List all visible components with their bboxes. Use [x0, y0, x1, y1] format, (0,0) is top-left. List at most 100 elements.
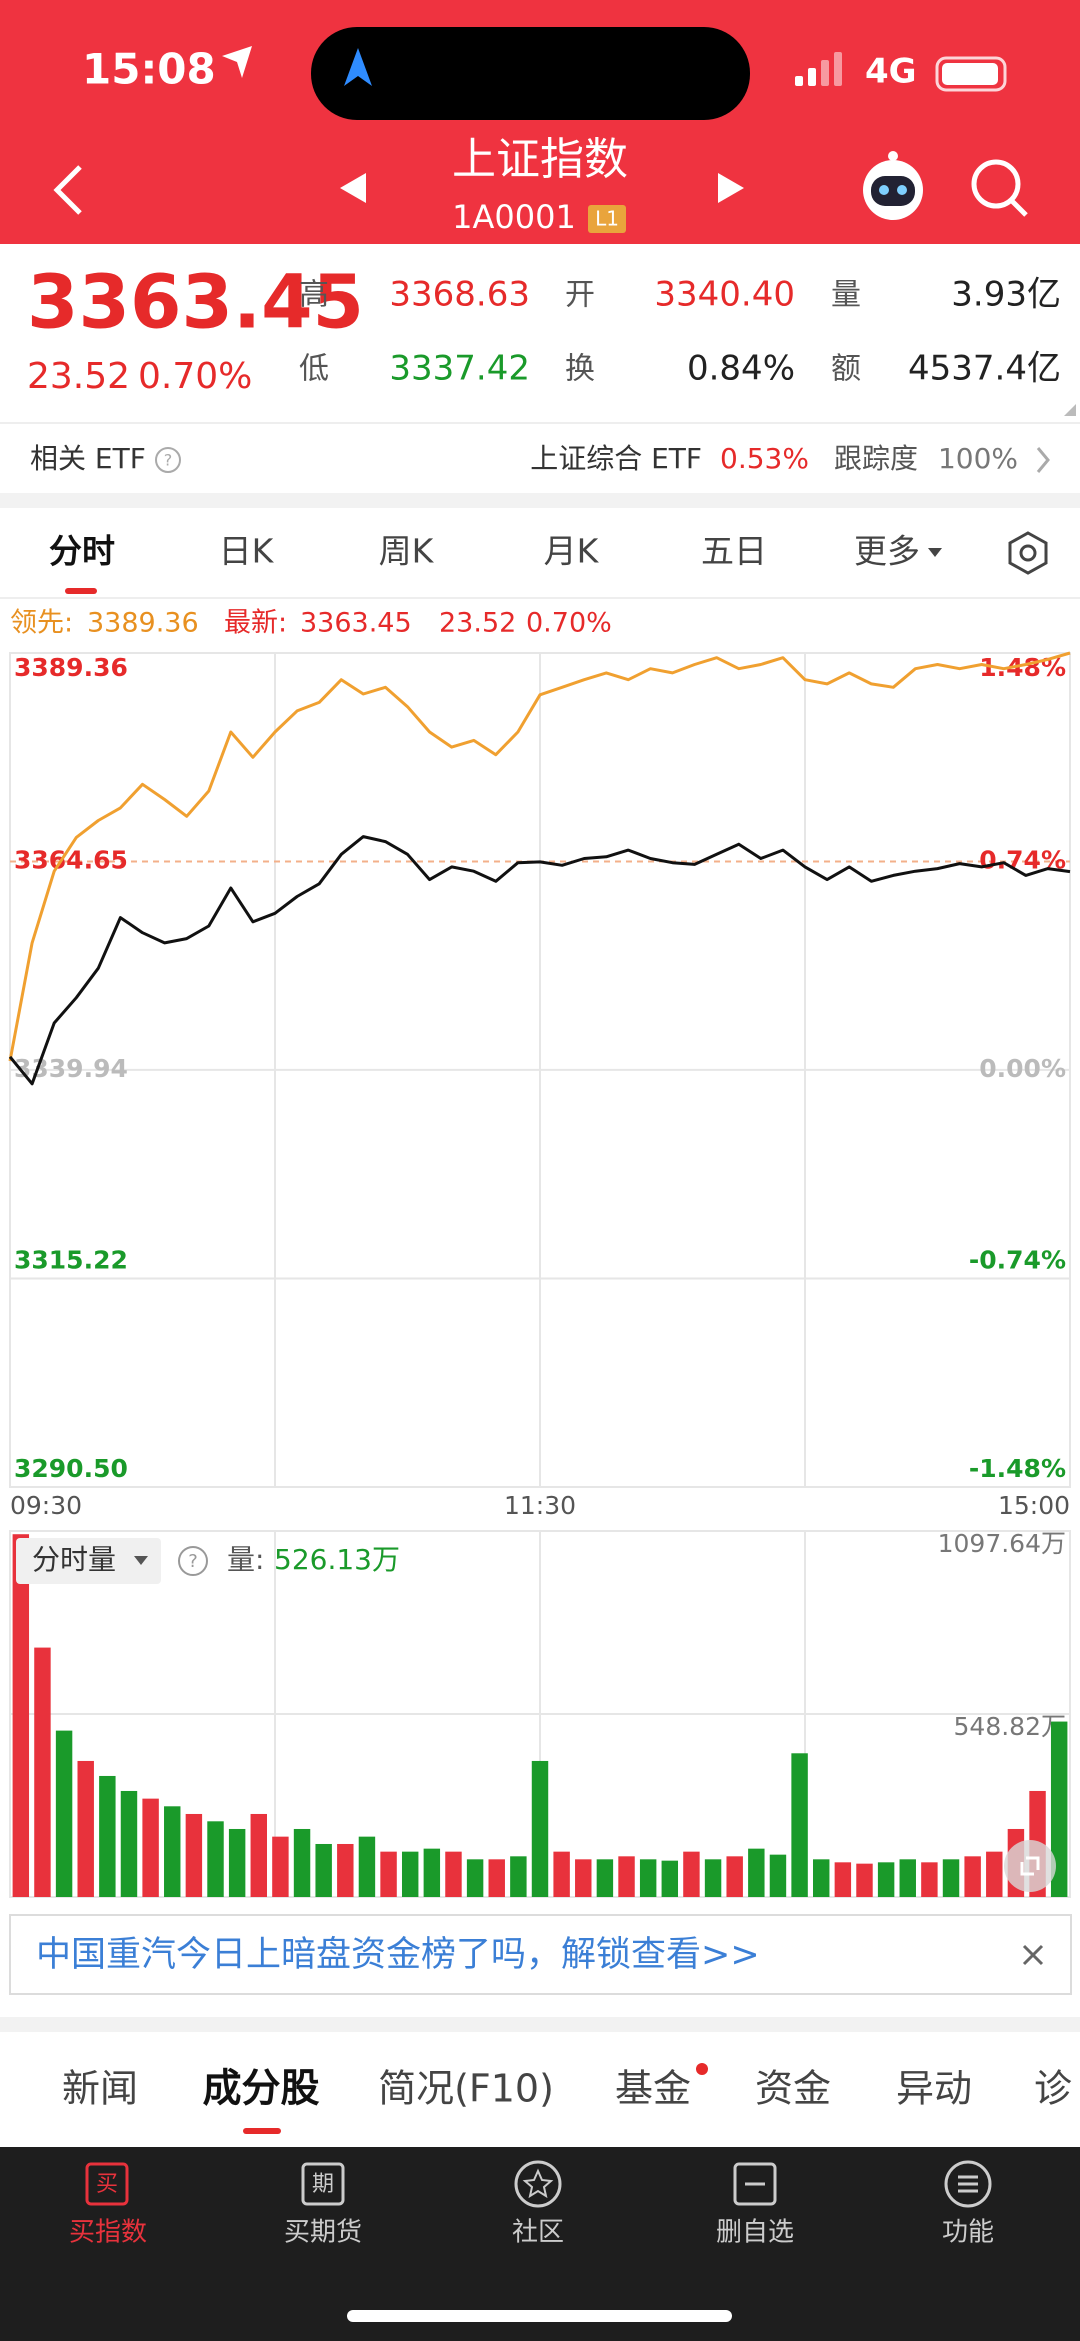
volume-bar	[142, 1798, 159, 1897]
battery	[935, 56, 1007, 92]
battery-level	[942, 63, 998, 85]
section-tab[interactable]: 简况(F10)	[378, 2067, 554, 2111]
y-tick-label: 3389.36	[14, 653, 128, 682]
volume-bar	[423, 1848, 441, 1897]
volume-bar	[380, 1851, 397, 1897]
x-tick-label: 09:30	[10, 1491, 82, 1520]
stat-value: 3.93亿	[951, 275, 1061, 315]
search-button[interactable]	[971, 159, 1028, 217]
zoom-button[interactable]	[1004, 1840, 1056, 1892]
price-change: 23.52	[27, 356, 130, 397]
volume-bar	[358, 1836, 376, 1897]
nav-label: 买指数	[69, 2218, 147, 2248]
volume-value: 526.13万	[274, 1543, 400, 1576]
etf-name[interactable]: 上证综合 ETF	[530, 442, 702, 475]
chart-tab[interactable]: 分时	[49, 532, 115, 571]
prev-index-button[interactable]	[340, 173, 366, 203]
latest-value: 3363.45	[300, 608, 412, 639]
dynamic-island	[311, 27, 750, 120]
etf-label: 相关 ETF	[30, 442, 146, 475]
volume-bar	[55, 1730, 73, 1897]
volume-bar	[401, 1851, 419, 1897]
volume-selector[interactable]	[16, 1538, 161, 1584]
stat-value: 0.84%	[687, 349, 795, 389]
volume-label: 量:	[227, 1543, 264, 1576]
promo-text: 中国重汽今日上暗盘资金榜了吗，解锁查看>>	[36, 1935, 760, 1975]
section-tab-indicator	[243, 2128, 281, 2134]
section-tab[interactable]: 新闻	[62, 2067, 138, 2111]
back-button[interactable]	[53, 165, 82, 215]
latest-label: 最新:	[224, 608, 287, 639]
volume-bar	[921, 1862, 938, 1897]
nav-item[interactable]: 期 买期货	[284, 2162, 362, 2248]
section-tab[interactable]: 异动	[896, 2067, 972, 2111]
volume-bar	[661, 1860, 679, 1897]
level-badge	[588, 205, 626, 233]
stat-value: 3368.63	[389, 275, 530, 315]
volume-bar	[293, 1828, 311, 1897]
section-tab[interactable]: 基金	[615, 2067, 691, 2111]
section-tab[interactable]: 诊	[1034, 2067, 1072, 2111]
lead-label: 领先:	[10, 608, 73, 639]
volume-bar	[12, 1534, 30, 1897]
volume-bar	[618, 1856, 635, 1897]
volume-bar	[207, 1821, 224, 1897]
volume-bar	[531, 1760, 549, 1897]
price-line	[8, 651, 1071, 1062]
next-index-button[interactable]	[718, 173, 744, 203]
volume-bar	[445, 1851, 462, 1897]
nav-app-icon	[344, 48, 372, 86]
section-tab[interactable]: 成分股	[202, 2067, 319, 2112]
volume-bar	[769, 1854, 787, 1897]
network: 4G	[865, 52, 917, 92]
chart-tab[interactable]: 月K	[544, 532, 600, 571]
section-tab[interactable]: 资金	[755, 2067, 831, 2111]
banner-close[interactable]	[1022, 1944, 1044, 1966]
expand-corner[interactable]	[1064, 404, 1076, 416]
volume-bar	[466, 1859, 484, 1897]
stat-label: 换	[565, 352, 595, 387]
tracking-label: 跟踪度	[834, 442, 918, 475]
y-tick-label: 1097.64万	[938, 1529, 1066, 1558]
volume-bar	[553, 1851, 570, 1897]
nav-icon-text: 期	[312, 2172, 334, 2197]
assistant-button[interactable]	[863, 151, 923, 220]
chart-tab[interactable]: 周K	[379, 532, 435, 571]
chart-tab[interactable]: 日K	[219, 532, 275, 571]
nav-item[interactable]: 删自选	[716, 2162, 794, 2248]
volume-bar	[575, 1859, 592, 1897]
lead-value: 3389.36	[87, 608, 199, 639]
nav-label: 删自选	[716, 2218, 794, 2248]
y-tick-label: 3315.22	[14, 1245, 128, 1274]
volume-bar	[704, 1859, 722, 1897]
volume-bar	[683, 1851, 700, 1897]
volume-bar	[337, 1843, 354, 1897]
price-change-pct: 0.70%	[138, 356, 252, 397]
y-tick-label: 3364.65	[14, 845, 128, 874]
nav-item[interactable]: 社区	[512, 2160, 564, 2248]
home-indicator	[347, 2310, 732, 2322]
stat-label: 开	[565, 278, 595, 313]
volume-bar	[813, 1859, 830, 1897]
nav-item[interactable]: 买 买指数	[69, 2162, 147, 2248]
etf-chevron[interactable]	[1036, 447, 1050, 473]
volume-bar	[639, 1859, 657, 1897]
chart-tab[interactable]: 更多	[854, 532, 920, 571]
help-icon[interactable]	[178, 1546, 208, 1576]
nav-label: 买期货	[284, 2218, 362, 2248]
volume-bar	[726, 1856, 743, 1897]
level-text: L1	[595, 207, 619, 231]
chart-tab[interactable]: 五日	[701, 532, 767, 571]
help-icon[interactable]	[155, 447, 181, 473]
stat-value: 3340.40	[654, 275, 795, 315]
promo-banner[interactable]	[9, 1914, 1072, 1995]
nav-item[interactable]: 功能	[942, 2160, 994, 2248]
settings-button[interactable]	[1008, 531, 1048, 575]
index-code: 1A0001	[452, 198, 576, 236]
volume-bar	[899, 1859, 916, 1897]
latest-change: 23.52	[439, 608, 516, 639]
volume-bar	[185, 1813, 203, 1897]
page-title: 上证指数	[452, 134, 628, 185]
y-tick-label: 3339.94	[14, 1054, 128, 1083]
